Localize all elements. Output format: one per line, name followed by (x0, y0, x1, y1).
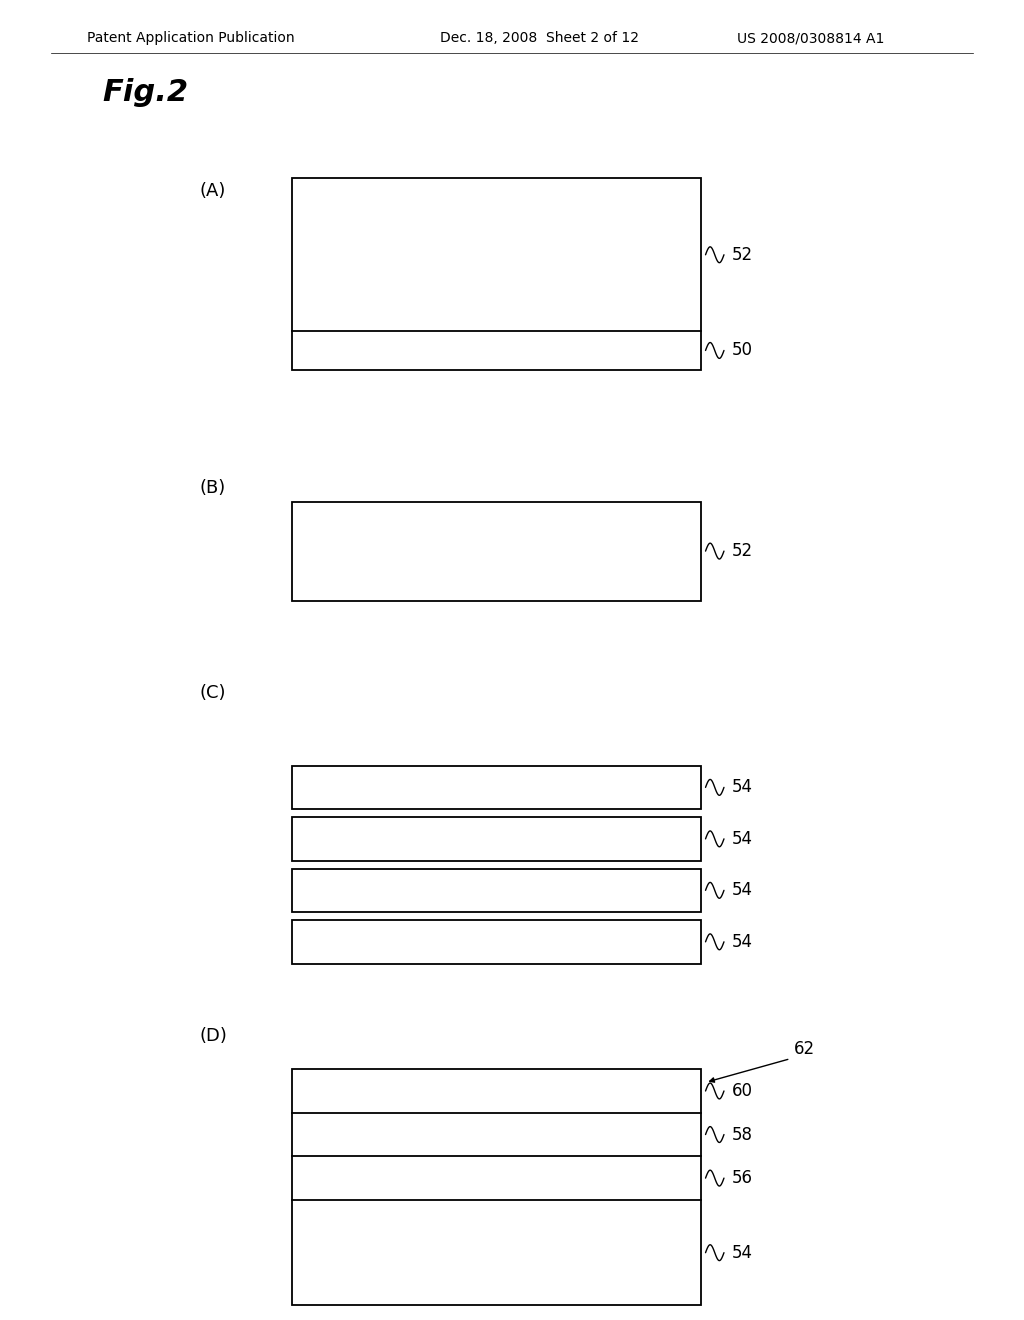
Bar (292, 178, 701, 370)
Text: 56: 56 (732, 1170, 754, 1187)
Bar (292, 817, 701, 861)
Text: 54: 54 (732, 779, 754, 796)
Bar (292, 766, 701, 809)
Bar (292, 1069, 701, 1305)
Text: (D): (D) (200, 1027, 227, 1045)
Bar (292, 502, 701, 601)
Text: (C): (C) (200, 684, 226, 702)
Text: 54: 54 (732, 882, 754, 899)
Text: (A): (A) (200, 182, 226, 201)
Text: 62: 62 (794, 1040, 815, 1059)
Text: Dec. 18, 2008  Sheet 2 of 12: Dec. 18, 2008 Sheet 2 of 12 (440, 32, 639, 45)
Text: 58: 58 (732, 1126, 754, 1143)
Text: 54: 54 (732, 830, 754, 847)
Bar (292, 920, 701, 964)
Text: Fig.2: Fig.2 (102, 78, 188, 107)
Text: (B): (B) (200, 479, 226, 498)
Text: 52: 52 (732, 246, 754, 264)
Text: 50: 50 (732, 342, 754, 359)
Text: 60: 60 (732, 1082, 754, 1100)
Text: US 2008/0308814 A1: US 2008/0308814 A1 (737, 32, 885, 45)
Text: 52: 52 (732, 543, 754, 560)
Text: Patent Application Publication: Patent Application Publication (87, 32, 295, 45)
Bar (292, 869, 701, 912)
Text: 54: 54 (732, 1243, 754, 1262)
Text: 54: 54 (732, 933, 754, 950)
